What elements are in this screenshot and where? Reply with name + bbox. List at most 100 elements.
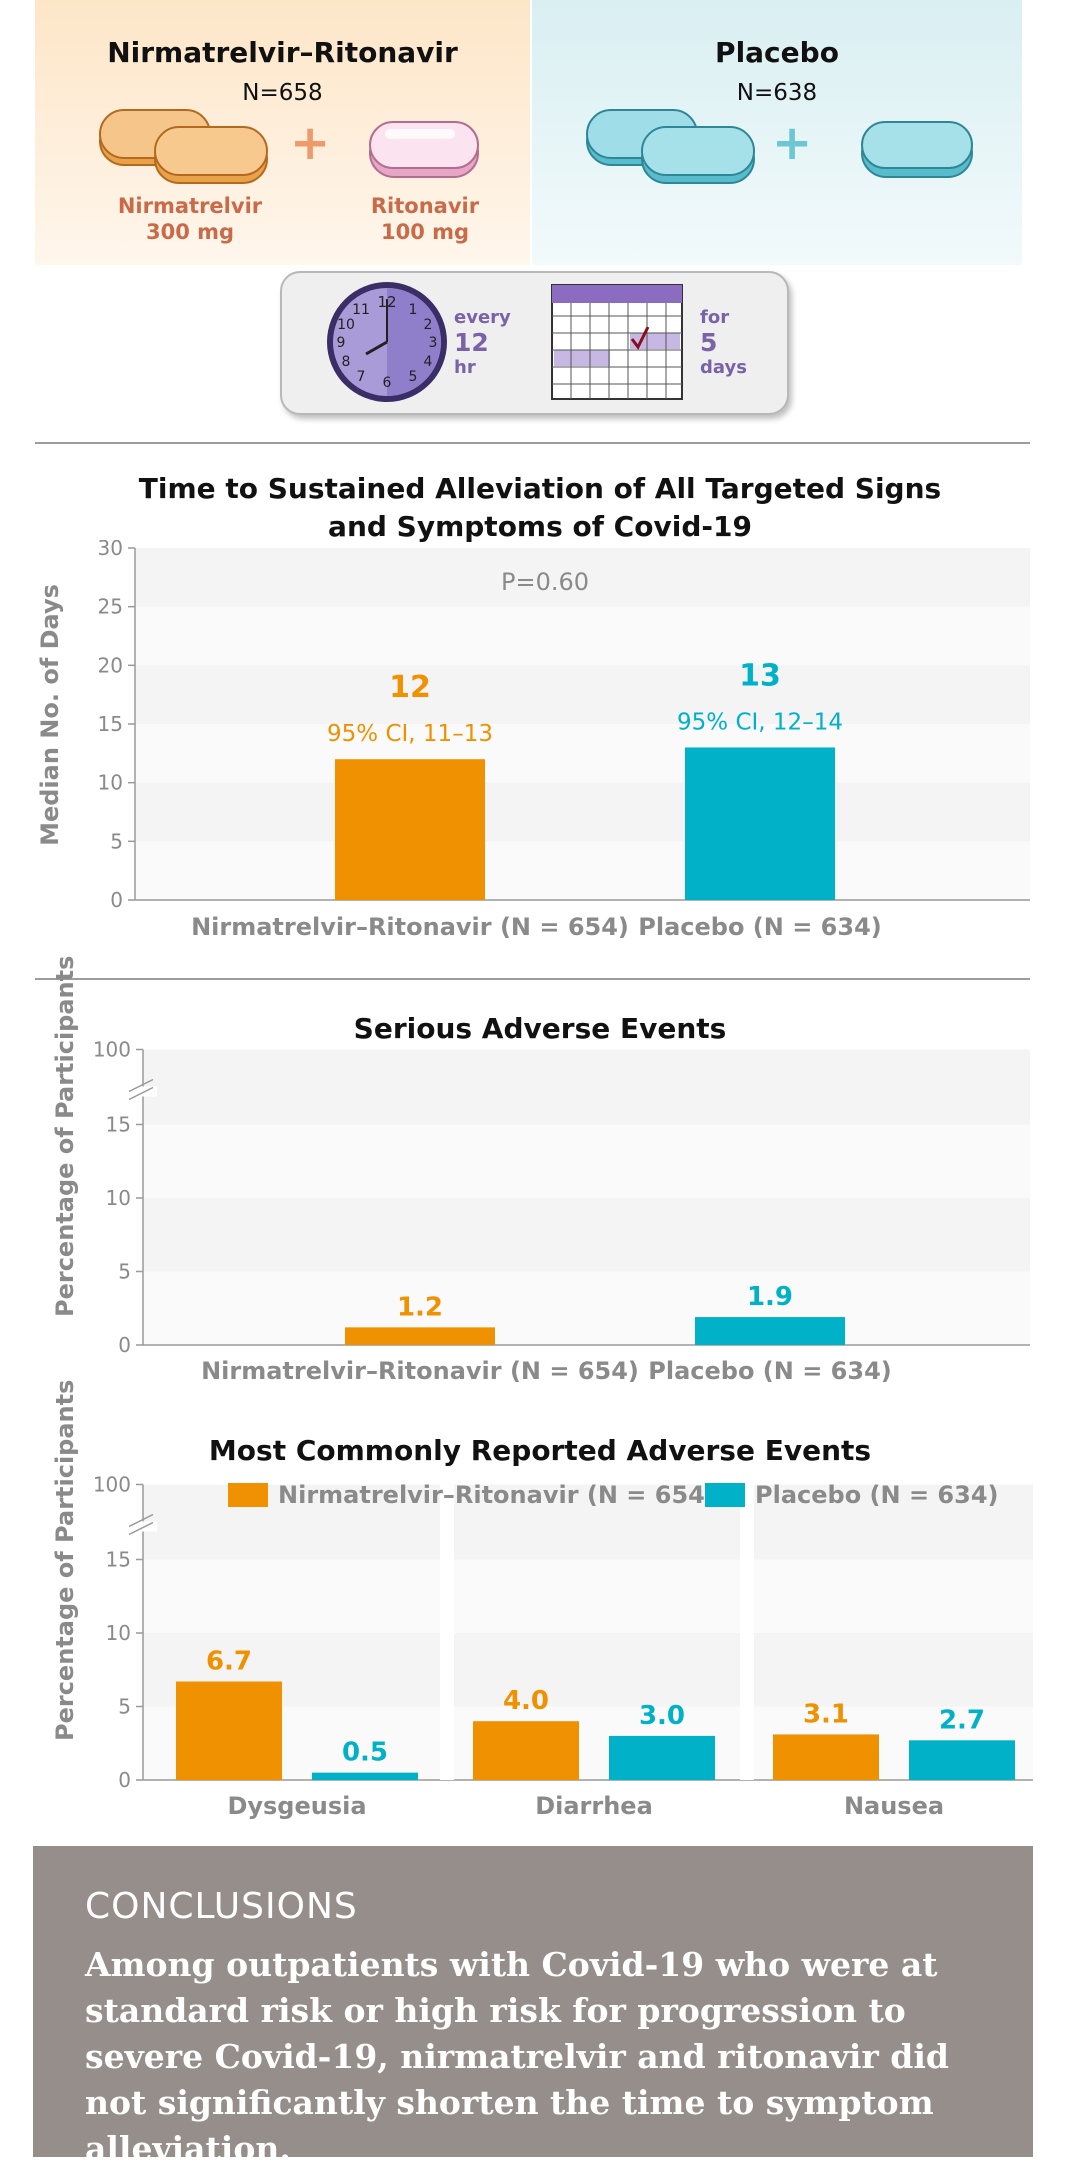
svg-text:1: 1 <box>409 302 418 318</box>
arm-panel-placebo: Placebo N=638 + <box>532 0 1022 265</box>
bar-value-label: 12 <box>389 670 431 705</box>
y-tick-label: 30 <box>98 540 123 560</box>
y-tick-label: 10 <box>106 1621 131 1645</box>
arm-n: N=638 <box>736 80 818 106</box>
grid-band <box>143 1633 1033 1707</box>
section-divider <box>35 442 1030 444</box>
nirmatrelvir-ritonavir-pills-icon <box>99 109 479 184</box>
bar <box>345 1327 495 1345</box>
dose-frequency: every 12 hr <box>454 305 511 380</box>
drug2-dose: 100 mg <box>380 220 470 244</box>
svg-text:8: 8 <box>342 354 351 370</box>
ritonavir-pill-icon <box>369 121 479 178</box>
grid-band <box>135 606 1030 666</box>
arm-n: N=658 <box>242 80 323 106</box>
frequency-value: 12 <box>454 328 489 357</box>
bar <box>473 1721 579 1780</box>
x-category-label: Nirmatrelvir–Ritonavir (N = 654) <box>201 1357 639 1385</box>
y-tick-label: 5 <box>118 1695 131 1719</box>
legend-label: Placebo (N = 634) <box>755 1481 998 1509</box>
svg-text:6: 6 <box>383 375 392 391</box>
x-category-label: Nirmatrelvir–Ritonavir (N = 654) <box>191 913 629 941</box>
frequency-prefix: every <box>454 307 511 328</box>
bar-ci-label: 95% CI, 12–14 <box>677 709 843 735</box>
y-tick-label: 100 <box>93 1040 131 1062</box>
bar <box>909 1740 1015 1780</box>
bar <box>176 1681 282 1780</box>
p-value-annotation: P=0.60 <box>501 568 589 596</box>
chart2-title: Serious Adverse Events <box>353 1012 727 1045</box>
y-tick-label: 100 <box>93 1473 131 1497</box>
svg-text:9: 9 <box>337 335 346 351</box>
grid-band <box>143 1124 1030 1198</box>
axis-break-mark <box>128 1086 154 1101</box>
bar-value-label: 4.0 <box>503 1686 549 1716</box>
bar-ci-label: 95% CI, 11–13 <box>327 721 493 747</box>
bar <box>609 1735 715 1780</box>
dose-duration: for 5 days <box>700 305 747 380</box>
group-separator <box>740 1484 754 1780</box>
legend-swatch <box>705 1483 745 1507</box>
chart2-plot: 0 5 10 15 100 1.2 Nirmatrelvir–Ritonavir (N = … <box>93 1040 1030 1385</box>
y-tick-label: 0 <box>118 1333 131 1357</box>
grid-band <box>143 1706 1033 1780</box>
section-divider <box>35 978 1030 980</box>
x-category-label: Nausea <box>844 1792 944 1820</box>
svg-text:2: 2 <box>424 317 433 333</box>
conclusions-panel: CONCLUSIONS Among outpatients with Covid… <box>33 1846 1033 2168</box>
svg-text:5: 5 <box>409 369 418 385</box>
group-separator <box>440 1484 454 1780</box>
drug1-name: Nirmatrelvir <box>117 194 263 218</box>
arm-panel-nirmatrelvir: Nirmatrelvir–Ritonavir N=658 + Nirmatrel… <box>35 0 530 265</box>
y-tick-label: 20 <box>98 653 123 677</box>
drug2-label: Ritonavir 100 mg <box>355 193 495 245</box>
frequency-unit: hr <box>454 357 476 378</box>
bar-value-label: 0.5 <box>342 1738 388 1768</box>
y-tick-label: 5 <box>110 829 123 853</box>
bar <box>685 747 835 900</box>
axis-break-gap <box>129 1086 157 1097</box>
bar <box>335 759 485 900</box>
x-category-label: Dysgeusia <box>227 1792 366 1820</box>
bar-value-label: 2.7 <box>939 1705 985 1735</box>
plus-sign: + <box>772 115 813 171</box>
bar-value-label: 3.1 <box>803 1699 849 1729</box>
x-category-label: Placebo (N = 634) <box>638 913 881 941</box>
grid-band <box>135 665 1030 724</box>
y-tick-label: 25 <box>98 595 123 619</box>
axis-break-mark <box>128 1513 154 1528</box>
grid-band <box>135 841 1030 900</box>
duration-unit: days <box>700 357 747 378</box>
arm-name: Nirmatrelvir–Ritonavir <box>107 36 458 69</box>
clock-icon: 12 1 2 3 4 5 6 7 8 9 10 11 <box>327 282 447 402</box>
y-tick-label: 0 <box>118 1768 131 1792</box>
chart1-plot: 0 5 10 15 20 25 30 P=0.60 12 95% CI, 11–13 Nirmatr… <box>98 540 1030 941</box>
bar-value-label: 1.2 <box>397 1292 443 1322</box>
legend-label: Nirmatrelvir–Ritonavir (N = 654) <box>278 1481 716 1509</box>
grid-band <box>135 782 1030 842</box>
grid-band <box>143 1049 1030 1125</box>
bar <box>695 1317 845 1345</box>
svg-text:11: 11 <box>352 302 370 318</box>
bar-value-label: 13 <box>739 658 781 693</box>
y-tick-label: 5 <box>118 1260 131 1284</box>
y-tick-label: 10 <box>106 1186 131 1210</box>
placebo-pills-icon <box>586 109 973 184</box>
bar-value-label: 3.0 <box>639 1701 685 1731</box>
duration-prefix: for <box>700 307 730 328</box>
grid-band <box>135 548 1030 607</box>
axis-break-mark <box>128 1078 154 1093</box>
grid-band <box>143 1484 1033 1560</box>
conclusions-text: Among outpatients with Covid-19 who were… <box>85 1945 949 2168</box>
conclusions-heading: CONCLUSIONS <box>85 1886 358 1927</box>
x-category-label: Placebo (N = 634) <box>648 1357 891 1385</box>
y-tick-label: 15 <box>106 1113 131 1137</box>
legend-swatch <box>228 1483 268 1507</box>
y-tick-label: 15 <box>98 712 123 736</box>
grid-band <box>135 724 1030 783</box>
svg-text:7: 7 <box>357 369 366 385</box>
arm-name: Placebo <box>715 36 839 69</box>
drug1-dose: 300 mg <box>145 220 235 244</box>
y-tick-label: 10 <box>98 771 123 795</box>
y-tick-label: 0 <box>110 888 123 912</box>
